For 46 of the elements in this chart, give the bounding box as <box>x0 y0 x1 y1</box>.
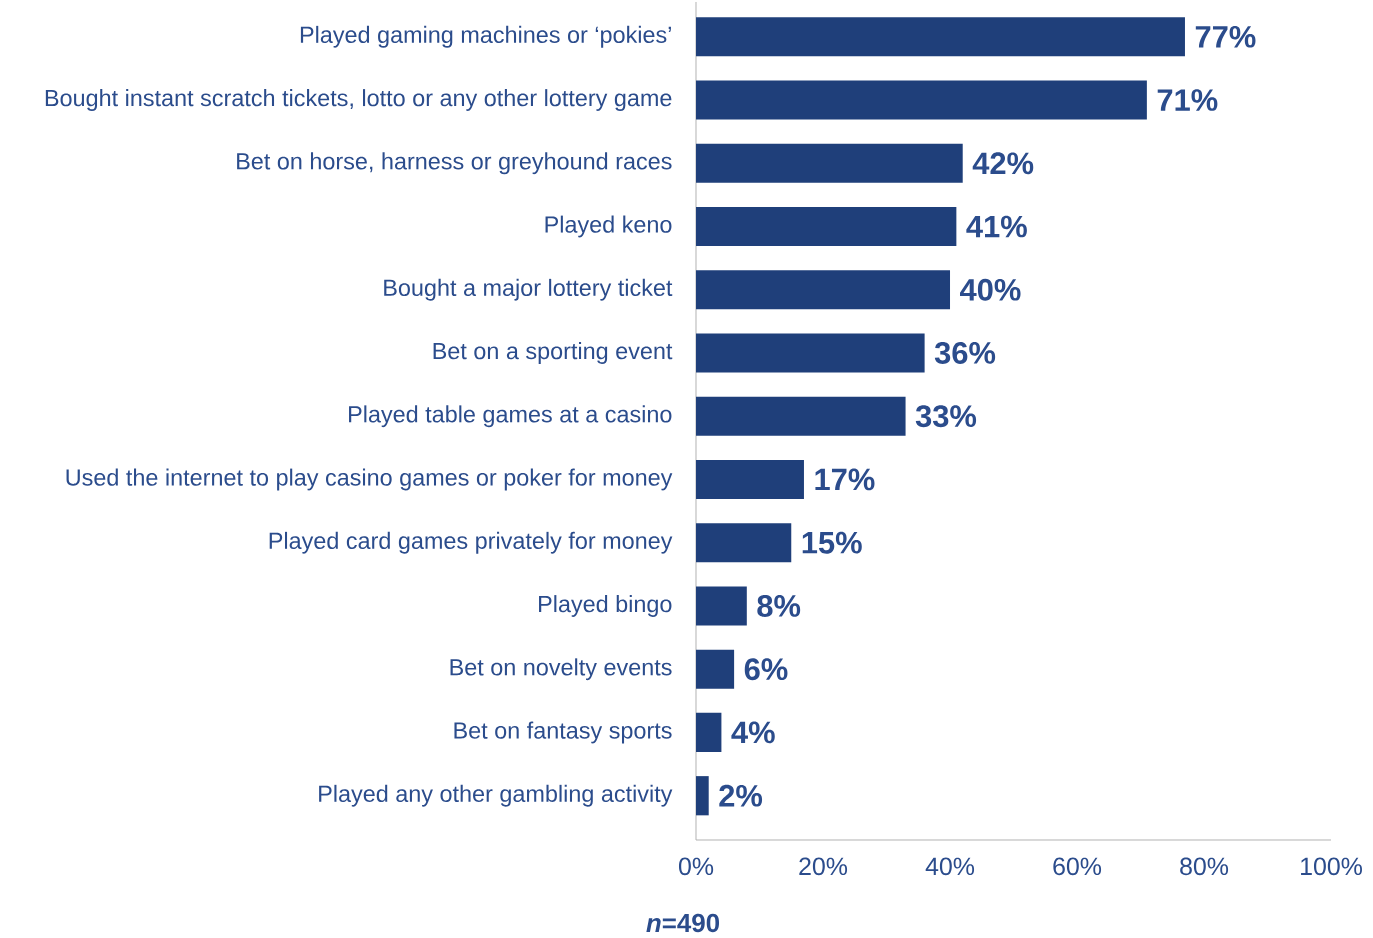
x-tick-label: 100% <box>1301 857 1362 876</box>
bar <box>696 712 722 753</box>
bar <box>696 333 925 373</box>
data-label: 15% <box>802 531 862 554</box>
data-label: 77% <box>1195 25 1256 48</box>
bar <box>696 270 951 310</box>
y-tick-label: Played gaming machines or ‘pokies’ <box>300 25 671 48</box>
data-label: 36% <box>934 342 996 364</box>
bar <box>696 17 1185 57</box>
data-label: 2% <box>719 784 763 807</box>
bar <box>696 80 1147 120</box>
text: n=490 <box>646 913 720 933</box>
data-label: 71% <box>1157 89 1218 111</box>
x-tick-label: 0% <box>678 857 714 876</box>
y-tick-label: Bought a major lottery ticket <box>384 278 673 301</box>
bar <box>696 649 735 689</box>
data-label: 4% <box>731 721 775 744</box>
data-label: 6% <box>744 658 788 681</box>
bar <box>696 459 804 500</box>
data-label: 17% <box>815 468 875 491</box>
data-label: 42% <box>972 152 1034 175</box>
data-label: 40% <box>960 278 1021 301</box>
bar <box>696 396 906 436</box>
x-tick-label: 20% <box>799 857 848 876</box>
y-tick-label: Used the internet to play casino games or poker for money <box>66 468 673 491</box>
data-label: 33% <box>915 405 977 428</box>
x-tick-label: 80% <box>1180 857 1229 876</box>
y-tick-label: Played bingo <box>539 595 672 617</box>
y-tick-label: Played card games privately for money <box>269 531 673 554</box>
y-tick-label: Played any other gambling activity <box>319 784 673 807</box>
bar <box>696 586 747 626</box>
data-label: 41% <box>966 215 1027 238</box>
y-tick-label: Bet on a sporting event <box>433 342 673 364</box>
y-tick-label: Bet on novelty events <box>450 658 672 681</box>
bar <box>696 776 709 816</box>
y-tick-label: Played keno <box>545 215 672 238</box>
bar <box>696 206 957 247</box>
y-tick-label: Played table games at a casino <box>349 405 672 428</box>
y-tick-label: Bet on horse, harness or greyhound races <box>237 152 672 175</box>
bar <box>696 143 963 183</box>
data-label: 8% <box>757 595 801 617</box>
x-tick-label: 40% <box>925 857 975 876</box>
bar <box>696 523 792 563</box>
y-tick-label: Bought instant scratch tickets, lotto or any other lottery game <box>45 89 672 111</box>
x-tick-label: 60% <box>1053 857 1102 876</box>
y-tick-label: Bet on fantasy sports <box>454 721 672 744</box>
